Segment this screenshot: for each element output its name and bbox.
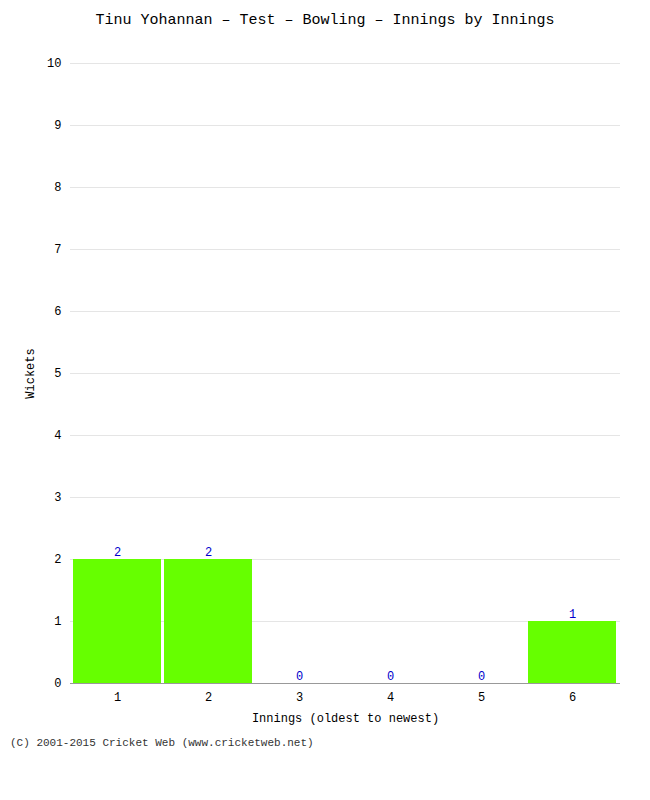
- svg-text:6: 6: [54, 305, 61, 319]
- svg-text:10: 10: [47, 57, 61, 71]
- svg-text:2: 2: [205, 691, 212, 705]
- svg-text:8: 8: [54, 181, 61, 195]
- svg-text:0: 0: [478, 670, 485, 684]
- svg-text:0: 0: [296, 670, 303, 684]
- svg-text:3: 3: [54, 491, 61, 505]
- svg-text:2: 2: [54, 553, 61, 567]
- svg-text:7: 7: [54, 243, 61, 257]
- svg-text:9: 9: [54, 119, 61, 133]
- svg-text:2: 2: [205, 546, 212, 560]
- svg-text:0: 0: [54, 677, 61, 691]
- svg-text:Innings (oldest to newest): Innings (oldest to newest): [252, 712, 439, 726]
- svg-text:6: 6: [569, 691, 576, 705]
- svg-text:1: 1: [114, 691, 121, 705]
- svg-text:1: 1: [54, 615, 61, 629]
- svg-text:5: 5: [478, 691, 485, 705]
- html-text:(C) 2001-2015 Cricket Web (www: (C) 2001-2015 Cricket Web (www.cricketwe…: [10, 737, 314, 749]
- svg-text:1: 1: [569, 608, 576, 622]
- svg-text:0: 0: [387, 670, 394, 684]
- svg-text:3: 3: [296, 691, 303, 705]
- svg-text:Wickets: Wickets: [24, 348, 38, 398]
- svg-text:2: 2: [114, 546, 121, 560]
- svg-text:5: 5: [54, 367, 61, 381]
- svg-text:4: 4: [387, 691, 394, 705]
- svg-text:4: 4: [54, 429, 61, 443]
- html-text:Tinu Yohannan – Test – Bowling: Tinu Yohannan – Test – Bowling – Innings…: [95, 12, 555, 29]
